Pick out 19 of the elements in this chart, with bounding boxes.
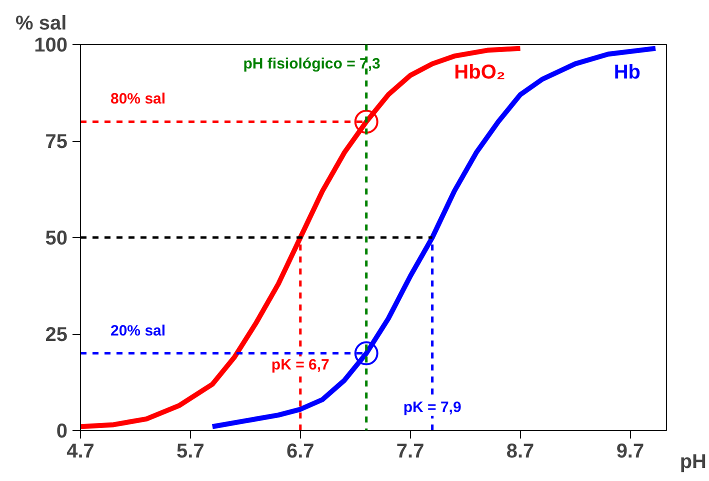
annotation: pK = 7,9 bbox=[403, 398, 462, 416]
y-tick-label: 75 bbox=[45, 131, 68, 153]
annotation: 20% sal bbox=[110, 322, 166, 340]
y-tick-label: 0 bbox=[56, 420, 68, 442]
annotation: 80% sal bbox=[110, 90, 166, 108]
y-tick-label: 100 bbox=[34, 34, 68, 56]
y-tick-label: 50 bbox=[45, 228, 68, 250]
x-tick-label: 7.7 bbox=[396, 440, 424, 462]
series-label: Hb bbox=[614, 61, 641, 84]
x-tick-label: 8.7 bbox=[506, 440, 534, 462]
x-tick-label: 4.7 bbox=[66, 440, 94, 462]
x-axis-title: pH bbox=[680, 451, 707, 473]
y-axis-title: % sal bbox=[16, 12, 67, 34]
x-tick-label: 9.7 bbox=[616, 440, 644, 462]
x-tick-label: 5.7 bbox=[176, 440, 204, 462]
annotation: pK = 6,7 bbox=[271, 356, 330, 374]
x-tick-label: 6.7 bbox=[286, 440, 314, 462]
series-label: HbO₂ bbox=[454, 61, 506, 84]
y-tick-label: 25 bbox=[45, 324, 68, 346]
